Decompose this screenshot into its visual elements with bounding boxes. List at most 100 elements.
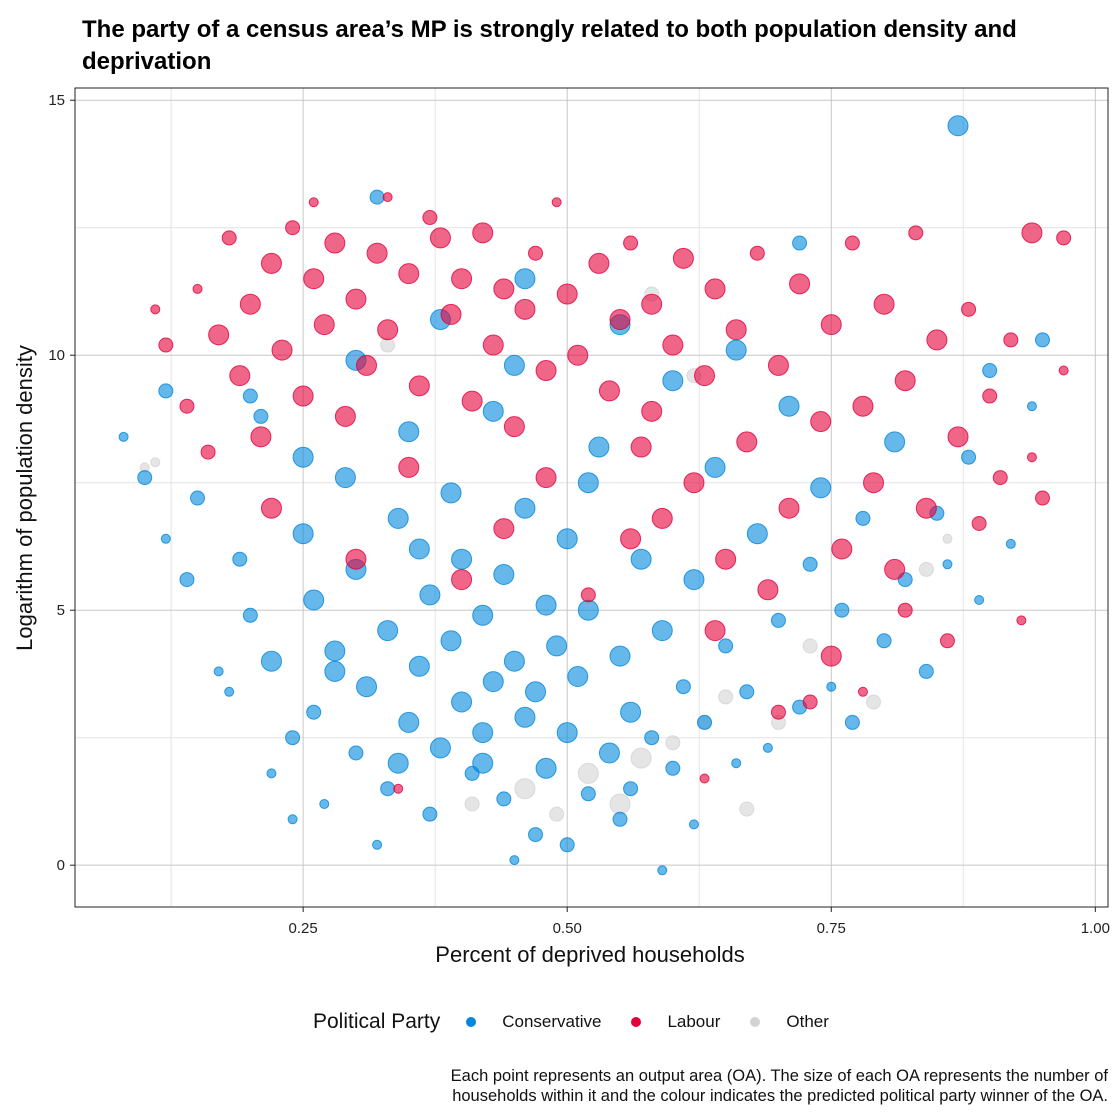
data-point-labour [662, 334, 684, 356]
data-point-conservative [662, 370, 684, 392]
data-point-other [150, 457, 161, 468]
data-point-conservative [306, 704, 322, 720]
data-point-conservative [493, 564, 515, 586]
x-tick-label: 0.50 [553, 920, 582, 937]
data-point-other [802, 638, 818, 654]
data-point-conservative [620, 701, 642, 723]
data-point-labour [271, 339, 293, 361]
data-point-conservative [213, 666, 224, 677]
data-point-labour [884, 558, 906, 580]
plot-border [74, 87, 1109, 908]
data-point-conservative [482, 400, 504, 422]
data-point-labour [831, 538, 853, 560]
data-point-labour [556, 283, 578, 305]
data-point-conservative [876, 633, 892, 649]
data-point-labour [1003, 332, 1019, 348]
legend-label: Other [786, 1012, 829, 1031]
data-point-other [514, 778, 536, 800]
caption: Each point represents an output area (OA… [451, 1066, 1108, 1106]
data-point-conservative [630, 548, 652, 570]
data-point-conservative [292, 523, 314, 545]
data-point-conservative [472, 722, 494, 744]
data-point-labour [873, 293, 895, 315]
data-point-conservative [535, 594, 557, 616]
data-point-labour [588, 252, 610, 274]
data-point-conservative [242, 388, 258, 404]
data-point-conservative [802, 556, 818, 572]
data-point-other [549, 806, 565, 822]
data-point-conservative [609, 645, 631, 667]
data-point-labour [345, 548, 367, 570]
data-point-labour [915, 497, 937, 519]
data-point-conservative [472, 752, 494, 774]
data-point-labour [292, 385, 314, 407]
data-point-labour [961, 301, 977, 317]
data-point-conservative [762, 742, 773, 753]
data-point-labour [736, 431, 758, 453]
data-point-labour [598, 380, 620, 402]
data-point-labour [844, 235, 860, 251]
data-point-labour [221, 230, 237, 246]
data-point-conservative [947, 115, 969, 137]
data-point-labour [303, 268, 325, 290]
data-point-other [718, 689, 734, 705]
data-point-other [464, 796, 480, 812]
data-point-labour [260, 252, 282, 274]
data-point-labour [1058, 365, 1069, 376]
data-point-conservative [348, 745, 364, 761]
data-point-labour [908, 225, 924, 241]
data-point-conservative [482, 671, 504, 693]
data-point-labour [820, 645, 842, 667]
data-point-labour [939, 633, 955, 649]
data-point-conservative [377, 620, 399, 642]
data-point-labour [260, 497, 282, 519]
data-point-labour [382, 192, 393, 203]
data-point-conservative [1026, 401, 1037, 412]
caption-line: Each point represents an output area (OA… [450, 1067, 1108, 1085]
data-point-conservative [770, 612, 786, 628]
data-point-conservative [429, 737, 451, 759]
data-point-labour [620, 528, 642, 550]
data-point-labour [535, 467, 557, 489]
data-point-labour [398, 456, 420, 478]
data-point-labour [641, 400, 663, 422]
data-point-labour [789, 273, 811, 295]
data-point-labour [551, 197, 562, 208]
data-point-conservative [408, 655, 430, 677]
data-point-conservative [746, 523, 768, 545]
data-point-conservative [651, 620, 673, 642]
data-point-labour [308, 197, 319, 208]
legend-title: Political Party [313, 1010, 441, 1033]
data-point-conservative [725, 339, 747, 361]
x-tick-label: 0.75 [817, 920, 846, 937]
data-point-labour [609, 309, 631, 331]
data-point-conservative [834, 602, 850, 618]
data-point-conservative [612, 811, 628, 827]
series-labour [150, 192, 1072, 794]
data-point-conservative [598, 742, 620, 764]
data-point-labour [947, 426, 969, 448]
data-point-labour [493, 518, 515, 540]
data-point-labour [1056, 230, 1072, 246]
data-point-labour [535, 360, 557, 382]
data-point-labour [770, 704, 786, 720]
data-point-labour [422, 210, 438, 226]
data-point-labour [749, 245, 765, 261]
data-point-labour [641, 293, 663, 315]
legend-label: Conservative [502, 1012, 602, 1031]
data-point-labour [630, 436, 652, 458]
data-point-labour [158, 337, 174, 353]
data-point-other [942, 533, 953, 544]
data-point-labour [820, 314, 842, 336]
data-point-conservative [718, 638, 734, 654]
legend-item-conservative: Conservative [466, 1012, 601, 1032]
data-point-labour [725, 319, 747, 341]
data-points [118, 115, 1072, 876]
data-point-conservative [514, 497, 536, 519]
data-point-conservative [644, 730, 660, 746]
data-point-conservative [961, 449, 977, 465]
data-point-labour [461, 390, 483, 412]
data-point-conservative [974, 595, 985, 606]
data-point-other [630, 747, 652, 769]
data-point-conservative [577, 599, 599, 621]
